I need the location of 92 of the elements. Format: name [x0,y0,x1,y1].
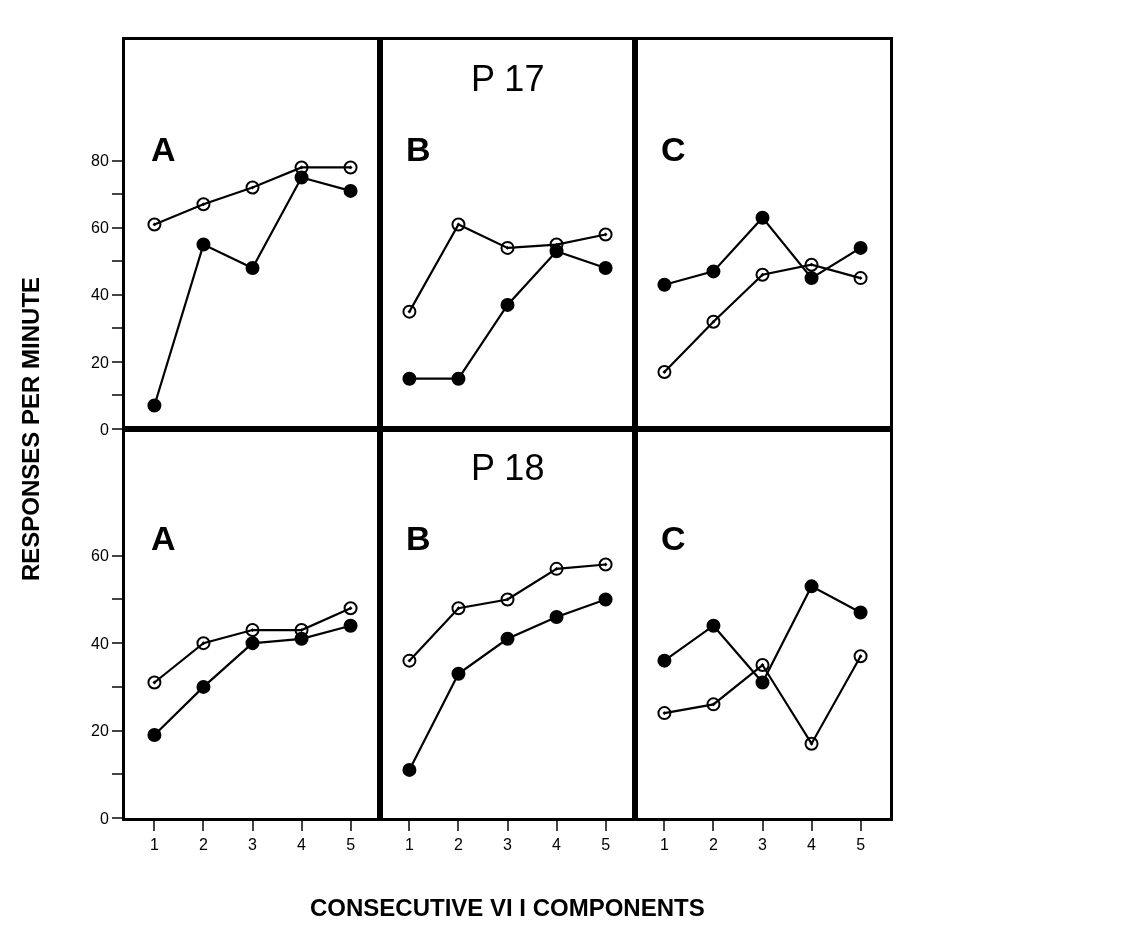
point [706,264,721,279]
y-tick-label: 60 [91,547,109,565]
point [196,237,211,252]
point [549,244,564,259]
y-tick-label: 20 [91,353,109,371]
x-axis-title: CONSECUTIVE VI I COMPONENTS [310,894,705,921]
point [402,304,417,319]
y-tick-label: 20 [91,722,109,740]
point [500,592,515,607]
x-tick-label: 2 [454,836,464,854]
point [245,623,260,638]
x-tick-label: 2 [709,836,719,854]
y-tick-label: 40 [91,286,109,304]
point [598,227,613,242]
y-axis-title: RESPONSES PER MINUTE [17,276,44,581]
point [147,675,162,690]
annotation: C [661,130,686,168]
point [657,706,672,721]
point [549,609,564,624]
x-tick-label: 4 [297,836,307,854]
point [294,170,309,185]
x-tick-label: 2 [199,836,209,854]
point [657,653,672,668]
point [755,675,770,690]
x-tick-label: 4 [807,836,817,854]
point [804,579,819,594]
point [755,658,770,673]
point [196,679,211,694]
y-tick-label: 0 [99,809,109,827]
point [147,217,162,232]
point [500,297,515,312]
point [598,557,613,572]
point [500,631,515,646]
annotation: B [406,130,431,168]
point [853,240,868,255]
point [196,636,211,651]
point [451,217,466,232]
point [196,197,211,212]
x-tick-label: 5 [346,836,356,854]
x-tick-label: 4 [552,836,562,854]
point [804,271,819,286]
point [500,240,515,255]
point [402,371,417,386]
point [245,636,260,651]
y-tick-label: 80 [91,152,109,170]
point [853,271,868,286]
annotation: A [151,519,176,557]
point [147,727,162,742]
x-tick-label: 3 [503,836,513,854]
x-tick-label: 5 [601,836,611,854]
point [343,160,358,175]
x-tick-label: 1 [404,836,414,854]
point [402,653,417,668]
point [598,592,613,607]
point [755,210,770,225]
point [853,649,868,664]
point [343,601,358,616]
text: P 18 [471,447,545,488]
point [294,160,309,175]
point [755,267,770,282]
point [343,183,358,198]
point [853,605,868,620]
point [294,631,309,646]
annotation: B [406,519,431,557]
x-tick-label: 5 [856,836,866,854]
point [147,398,162,413]
annotation: A [151,130,176,168]
text: P 17 [471,58,545,99]
point [657,364,672,379]
y-tick-label: 60 [91,219,109,237]
point [245,261,260,276]
point [598,261,613,276]
point [451,371,466,386]
point [402,762,417,777]
x-tick-label: 3 [758,836,768,854]
point [706,697,721,712]
x-tick-label: 1 [149,836,159,854]
point [706,314,721,329]
point [245,180,260,195]
point [706,618,721,633]
x-tick-label: 1 [659,836,669,854]
annotation: C [661,519,686,557]
point [343,618,358,633]
point [657,277,672,292]
x-tick-label: 3 [248,836,258,854]
y-tick-label: 0 [99,420,109,438]
y-tick-label: 40 [91,634,109,652]
point [804,257,819,272]
point [451,601,466,616]
point [549,561,564,576]
point [804,736,819,751]
point [451,666,466,681]
